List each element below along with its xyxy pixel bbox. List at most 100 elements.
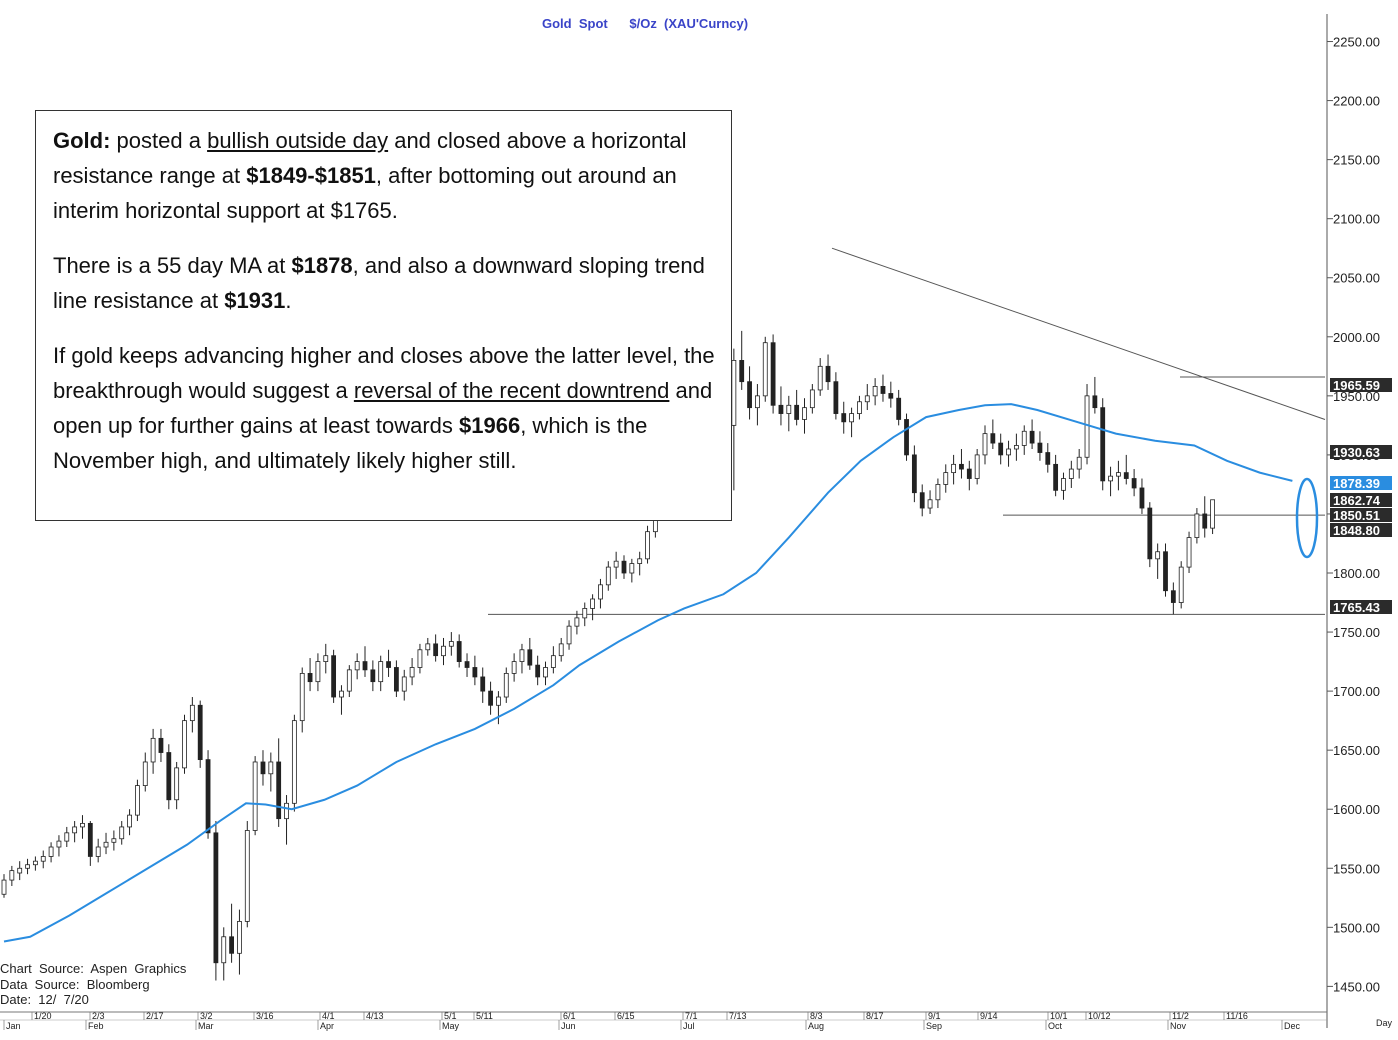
candle-body [511,661,517,674]
x-tick-label: 7/1 [685,1011,698,1021]
candle-body [802,407,807,420]
month-label: Jan [6,1021,21,1031]
candle-body [456,641,462,662]
candle-body [1194,513,1200,538]
candle-body [1006,448,1011,456]
candle-body [1037,442,1043,453]
x-tick-label: 8/17 [866,1011,884,1021]
y-tick-label: 2000.00 [1333,330,1380,345]
candle-body [299,672,305,722]
candle-body [998,442,1004,456]
candle-body [1092,395,1098,409]
candle-body [598,584,603,600]
candle-body [441,645,446,657]
candle-body [307,672,313,683]
candle-body [747,381,752,409]
x-tick-label: 3/2 [200,1011,213,1021]
candle-body [1068,468,1074,479]
underlined-text: bullish outside day [207,128,389,153]
candle-body [339,690,344,698]
x-tick-label: 11/2 [1172,1011,1189,1021]
candle-body [229,936,234,954]
candle-body [809,389,815,409]
breakout-highlight [1295,477,1319,559]
text-span: , after bottoming out around an interim … [53,163,677,223]
candle-body [849,413,854,423]
candle-body [72,826,78,834]
price-tag-label: 1862.74 [1333,493,1381,508]
candle-body [519,649,525,662]
month-label: May [442,1021,460,1031]
x-tick-label: 3/16 [256,1011,274,1021]
x-tick-label: 9/1 [928,1011,941,1021]
candle-body [990,433,996,444]
candle-body [472,667,478,678]
candle-body [464,661,470,668]
candle-body [197,704,203,761]
candle-body [244,830,250,922]
candle-body [9,870,15,881]
downward-trend-line [831,247,1326,420]
candle-body [174,767,180,801]
candle-body [503,672,509,698]
candle-body [1170,590,1176,603]
candle-body [17,867,23,874]
candle-body [896,397,902,420]
y-tick-label: 2050.00 [1333,271,1380,286]
candle-body [590,598,595,609]
candle-body [276,761,282,820]
price-tag-bg [1330,493,1392,507]
candle-body [323,655,329,662]
price-tag-label: 1930.63 [1333,445,1380,460]
candle-body [346,669,352,692]
candle-body [166,752,172,801]
month-label: Dec [1284,1021,1301,1031]
x-tick-label: 4/13 [366,1011,384,1021]
candle-body [527,649,533,666]
x-tick-label: 6/15 [617,1011,635,1021]
candle-body [637,558,643,564]
price-tag-bg [1330,508,1392,522]
candle-body [409,667,415,678]
y-tick-label: 2100.00 [1333,212,1380,227]
text-span: , which is the November high, and ultima… [53,413,648,473]
candle-body [1131,478,1137,489]
candle-body [315,661,321,683]
candle-body [40,856,46,862]
candle-body [864,395,870,403]
candle-body [1186,537,1192,568]
candle-body [1210,499,1215,529]
candle-body [1,879,7,895]
y-tick-label: 1450.00 [1333,979,1380,994]
month-label: Aug [808,1021,824,1031]
text-span: and closed above a horizontal resistance… [53,128,687,188]
candle-body [25,864,30,869]
candle-body [221,936,227,964]
x-tick-label: 4/1 [322,1011,335,1021]
x-axis: 1/20 2/3 2/17 3/2 3/16 4/1 4/13 5/1 5/11 6/1 6/15 7… [0,1011,1393,1031]
candle-body [284,802,289,820]
y-tick-label: 1800.00 [1333,566,1380,581]
y-tick-label: 1600.00 [1333,802,1380,817]
candle-body [543,667,548,678]
candle-body [1178,566,1184,603]
month-label: Oct [1048,1021,1063,1031]
candle-body [629,563,635,574]
y-tick-label: 2200.00 [1333,94,1380,109]
candle-body [401,676,407,692]
candle-body [880,385,886,394]
month-label: Feb [88,1021,104,1031]
candle-body [150,737,156,763]
candle-body [480,676,486,692]
chart-date: Date: 12/ 7/20 [0,992,89,1007]
candle-body [1163,551,1168,592]
x-tick-label: 1/20 [34,1011,52,1021]
bold-value: $1966 [459,413,521,438]
text-span: and open up for further gains at least t… [53,378,713,438]
price-tag-label: 1765.43 [1333,600,1380,615]
candle-body [1045,452,1051,465]
month-label: Jun [561,1021,576,1031]
underlined-text: reversal of the recent downtrend [353,378,670,403]
candle-body [237,921,242,954]
candle-body [135,785,140,816]
